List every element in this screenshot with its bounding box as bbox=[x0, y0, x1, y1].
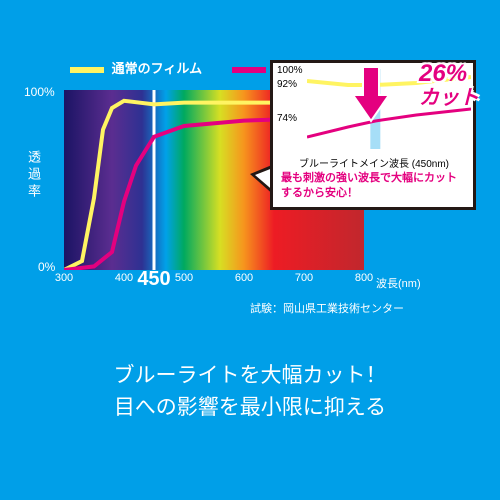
callout-note2: 最も刺激の強い波長で大幅にカットするから安心！ bbox=[281, 171, 467, 201]
legend-normal-label: 通常のフィルム bbox=[112, 61, 202, 76]
x-tick: 700 bbox=[295, 272, 313, 284]
x-axis-title: 波長(nm) bbox=[376, 275, 421, 291]
x-tick: 450 bbox=[137, 268, 170, 291]
co-y-100: 100% bbox=[277, 65, 303, 76]
y-axis-title: 透過率 bbox=[24, 150, 43, 201]
cut-sub: カット bbox=[419, 87, 479, 109]
canvas: 通常のフィルム 本製品 100% 透過率 0% 3004004505006007… bbox=[0, 0, 500, 500]
co-y-92: 92% bbox=[277, 79, 297, 90]
x-tick: 600 bbox=[235, 272, 253, 284]
x-labels: 300400450500600700800 bbox=[64, 272, 364, 292]
down-arrow-icon bbox=[351, 65, 391, 125]
y-tick-0: 0% bbox=[38, 260, 55, 274]
tagline: ブルーライトを大幅カット！ 目への影響を最小限に抑える bbox=[0, 360, 500, 423]
x-tick: 400 bbox=[115, 272, 133, 284]
callout-note: ブルーライトメイン波長 (450nm) bbox=[281, 155, 467, 170]
legend-normal: 通常のフィルム bbox=[70, 58, 202, 77]
credit: 試験：岡山県工業技術センター bbox=[250, 300, 404, 316]
x-tick: 800 bbox=[355, 272, 373, 284]
callout: 100% 92% 74% 26% カット ブルーライトメイン波長 (450nm)… bbox=[270, 60, 476, 210]
x-tick: 300 bbox=[55, 272, 73, 284]
swatch-normal bbox=[70, 67, 104, 73]
tagline-2: 目への影響を最小限に抑える bbox=[114, 396, 386, 419]
cut-badge: 26% カット bbox=[419, 63, 479, 109]
swatch-product bbox=[232, 67, 266, 73]
y-tick-100: 100% bbox=[24, 85, 55, 99]
tagline-1: ブルーライトを大幅カット！ bbox=[114, 364, 387, 387]
co-y-74: 74% bbox=[277, 113, 297, 124]
cut-pct: 26% bbox=[419, 60, 467, 87]
x-tick: 500 bbox=[175, 272, 193, 284]
